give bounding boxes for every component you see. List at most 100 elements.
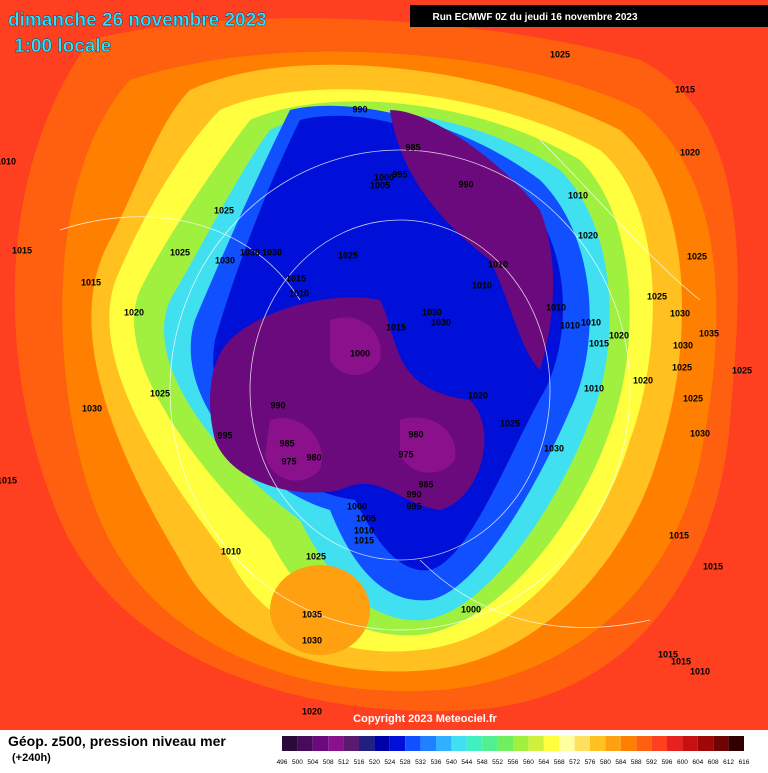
isobar-label: 1010	[289, 288, 309, 298]
isobar-label: 995	[392, 169, 407, 179]
legend-swatch	[574, 736, 590, 751]
legend-tick: 572	[569, 759, 580, 766]
isobar-label: 1015	[658, 649, 678, 659]
isobar-label: 995	[217, 430, 232, 440]
isobar-label: 1000	[350, 348, 370, 358]
isobar-label: 1010	[221, 546, 241, 556]
footer-title: Géop. z500, pression niveau mer	[8, 733, 226, 749]
isobar-label: 1030	[431, 317, 451, 327]
isobar-label: 1020	[302, 706, 322, 716]
isobar-label: 1015	[703, 561, 723, 571]
isobar-label: 1030	[302, 635, 322, 645]
legend-tick: 616	[739, 759, 750, 766]
isobar-label: 1025	[687, 251, 707, 261]
legend-tick: 560	[523, 759, 534, 766]
isobar-label: 985	[405, 142, 420, 152]
isobar-label: 1025	[150, 388, 170, 398]
isobar-label: 1015	[669, 530, 689, 540]
isobar-label: 1015	[286, 273, 306, 283]
isobar-label: 1010	[568, 190, 588, 200]
legend-swatch	[328, 736, 344, 751]
legend-swatch	[651, 736, 667, 751]
isobar-label: 1010	[584, 383, 604, 393]
legend-tick: 532	[415, 759, 426, 766]
isobar-label: 990	[352, 104, 367, 114]
isobar-label: 1010	[354, 525, 374, 535]
legend-swatch	[497, 736, 513, 751]
legend-swatch	[590, 736, 606, 751]
isobar-label: 1010	[0, 156, 16, 166]
legend-tick: 564	[538, 759, 549, 766]
isobar-label: 975	[398, 449, 413, 459]
isobar-label: 1035	[699, 328, 719, 338]
legend-swatch	[466, 736, 483, 751]
legend-swatch	[405, 736, 421, 751]
isobar-label: 990	[270, 400, 285, 410]
legend-tick: 520	[369, 759, 380, 766]
map-time: 1:00 locale	[14, 36, 111, 57]
legend-tick: 612	[723, 759, 734, 766]
isobar-label: 1030	[215, 255, 235, 265]
legend-swatch	[282, 736, 298, 751]
legend-tick: 512	[338, 759, 349, 766]
legend-swatch	[420, 736, 436, 751]
isobar-label: 1015	[0, 475, 17, 485]
isobar-label: 1010	[472, 280, 492, 290]
legend-tick: 496	[277, 759, 288, 766]
legend-swatch	[513, 736, 529, 751]
legend-tick: 568	[554, 759, 565, 766]
isobar-label: 1010	[560, 320, 580, 330]
isobar-label: 1015	[354, 535, 374, 545]
isobar-label: 1010	[581, 317, 601, 327]
legend-tick: 508	[323, 759, 334, 766]
isobar-label: 1015	[589, 338, 609, 348]
isobar-label: 1020	[609, 330, 629, 340]
isobar-label: 1030	[670, 308, 690, 318]
isobar-label: 1025	[672, 362, 692, 372]
legend-swatch	[297, 736, 313, 751]
legend-swatch	[482, 736, 498, 751]
isobar-label: 1010	[546, 302, 566, 312]
isobar-label: 1020	[680, 147, 700, 157]
isobar-label: 1000	[347, 501, 367, 511]
isobar-label: 1015	[675, 84, 695, 94]
isobar-label: 980	[408, 429, 423, 439]
run-info: Run ECMWF 0Z du jeudi 16 novembre 2023	[432, 12, 637, 23]
isobar-label: 1025	[338, 250, 358, 260]
isobar-label: 1015	[81, 277, 101, 287]
legend-swatch	[374, 736, 390, 751]
isobar-label: 1010	[488, 259, 508, 269]
legend-tick: 576	[585, 759, 596, 766]
isobar-label: 980	[306, 452, 321, 462]
isobar-label: 1015	[671, 656, 691, 666]
legend-swatch	[713, 736, 729, 751]
isobar-label: 990	[406, 489, 421, 499]
legend-tick: 604	[692, 759, 703, 766]
isobar-label: 1035	[302, 609, 322, 619]
legend-tick: 556	[508, 759, 519, 766]
legend-tick: 504	[307, 759, 318, 766]
isobar-label: 1025	[683, 393, 703, 403]
legend-swatch	[528, 736, 544, 751]
copyright: Copyright 2023 Meteociel.fr	[353, 713, 497, 725]
isobar-label: 1030	[673, 340, 693, 350]
legend-swatch	[667, 736, 683, 751]
isobar-label: 1020	[633, 375, 653, 385]
legend-tick: 536	[431, 759, 442, 766]
isobar-label: 1030	[82, 403, 102, 413]
legend-swatch	[636, 736, 652, 751]
isobar-label: 1030	[690, 428, 710, 438]
isobar-label: 985	[279, 438, 294, 448]
legend-swatch	[436, 736, 452, 751]
legend-swatch	[312, 736, 329, 751]
isobar-label: 1020	[124, 307, 144, 317]
isobar-label: 1025	[550, 49, 570, 59]
footer-lead: (+240h)	[12, 752, 51, 764]
legend-swatch	[728, 736, 744, 751]
legend-swatch	[559, 736, 575, 751]
isobar-label: 1030	[422, 307, 442, 317]
isobar-label: 1025	[732, 365, 752, 375]
legend-swatch	[343, 736, 359, 751]
legend-tick: 608	[708, 759, 719, 766]
